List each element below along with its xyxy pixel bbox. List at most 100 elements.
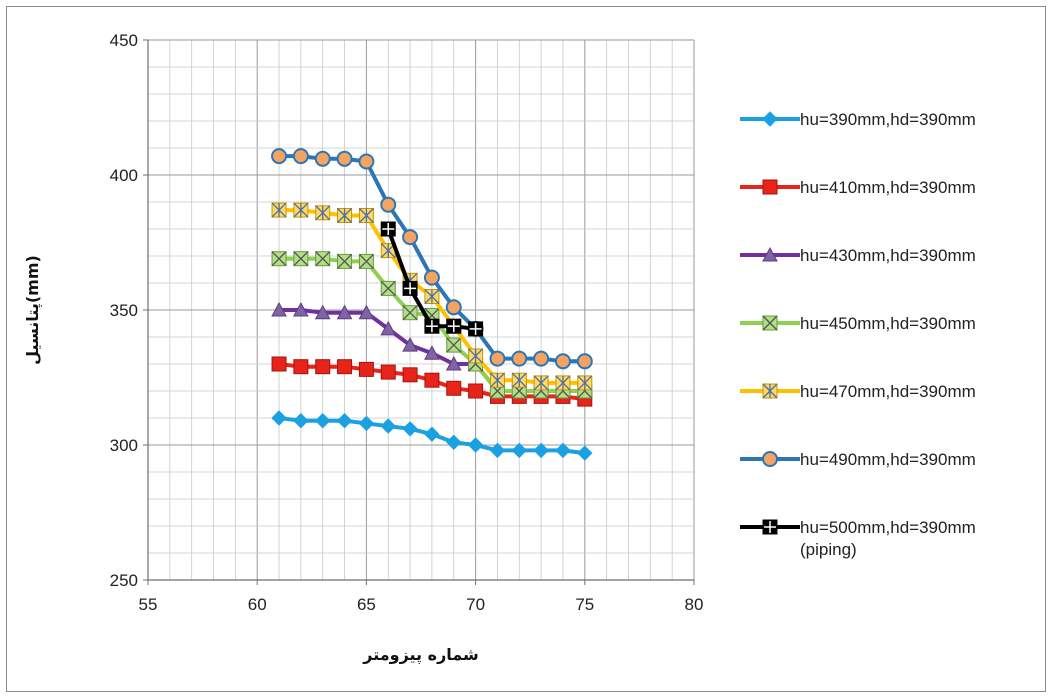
data-point bbox=[380, 364, 396, 380]
data-point bbox=[467, 437, 484, 453]
series-4 bbox=[271, 251, 593, 399]
series-layer bbox=[271, 148, 593, 461]
data-point bbox=[489, 442, 506, 459]
legend-label: hu=430mm,hd=390mm bbox=[800, 246, 976, 265]
x-tick-label: 70 bbox=[466, 595, 485, 614]
data-point bbox=[511, 442, 527, 459]
legend-item-2: hu=410mm,hd=390mm bbox=[740, 178, 976, 197]
data-point bbox=[445, 299, 462, 316]
data-point bbox=[446, 318, 462, 334]
y-tick-label: 450 bbox=[110, 31, 138, 50]
data-point bbox=[424, 289, 440, 304]
data-point bbox=[576, 353, 593, 370]
legend-label: (piping) bbox=[800, 540, 857, 559]
data-point bbox=[533, 442, 549, 459]
data-point bbox=[337, 208, 353, 223]
data-point bbox=[402, 367, 418, 383]
series-1 bbox=[271, 410, 593, 461]
data-point bbox=[293, 412, 309, 429]
data-point bbox=[424, 345, 440, 360]
data-point bbox=[402, 337, 418, 352]
x-tick-label: 65 bbox=[357, 595, 376, 614]
y-axis-title: پتانسیل(mm) bbox=[23, 255, 43, 365]
data-point bbox=[380, 221, 396, 237]
legend: hu=390mm,hd=390mm hu=410mm,hd=390mm hu=430… bbox=[740, 110, 976, 559]
data-point bbox=[271, 410, 287, 426]
data-point bbox=[468, 321, 484, 337]
data-point bbox=[380, 243, 396, 259]
data-point bbox=[555, 375, 571, 391]
data-point bbox=[533, 375, 549, 391]
legend-item-3: hu=430mm,hd=390mm bbox=[740, 246, 976, 265]
data-point bbox=[271, 202, 287, 218]
legend-marker bbox=[762, 315, 778, 331]
y-tick-label: 350 bbox=[110, 301, 138, 320]
data-point bbox=[554, 353, 571, 370]
data-point bbox=[468, 348, 484, 364]
data-point bbox=[489, 350, 506, 367]
data-point bbox=[314, 150, 331, 167]
data-point bbox=[380, 320, 397, 336]
data-point bbox=[293, 251, 309, 267]
data-point bbox=[293, 301, 309, 317]
legend-item-7: hu=500mm,hd=390mm (piping) bbox=[740, 518, 976, 559]
data-point bbox=[424, 426, 440, 442]
series-6 bbox=[271, 148, 593, 370]
data-point bbox=[446, 337, 462, 353]
legend-label: hu=500mm,hd=390mm bbox=[800, 518, 976, 537]
data-point bbox=[402, 280, 418, 296]
series-7 bbox=[380, 221, 484, 337]
x-axis-title: شماره پیزومتر bbox=[362, 645, 479, 665]
data-point bbox=[358, 208, 374, 223]
data-point bbox=[446, 380, 462, 396]
data-point bbox=[271, 356, 287, 372]
data-point bbox=[424, 318, 440, 334]
data-point bbox=[336, 412, 353, 429]
legend-label: hu=390mm,hd=390mm bbox=[800, 110, 976, 129]
data-point bbox=[380, 418, 396, 434]
data-point bbox=[315, 251, 331, 267]
data-point bbox=[358, 361, 374, 377]
data-point bbox=[489, 372, 505, 388]
data-point bbox=[293, 359, 309, 375]
legend-item-6: hu=490mm,hd=390mm bbox=[740, 450, 976, 469]
data-point bbox=[424, 372, 440, 388]
legend-marker bbox=[762, 179, 778, 195]
data-point bbox=[292, 148, 309, 165]
data-point bbox=[358, 415, 375, 432]
legend-marker bbox=[762, 383, 778, 399]
data-point bbox=[271, 251, 287, 267]
data-point bbox=[423, 269, 440, 286]
legend-item-4: hu=450mm,hd=390mm bbox=[740, 314, 976, 333]
data-point bbox=[358, 253, 374, 269]
data-point bbox=[468, 383, 484, 399]
data-point bbox=[445, 355, 462, 371]
data-point bbox=[315, 412, 331, 429]
data-point bbox=[555, 442, 571, 459]
plot-axes: 55 60 65 70 75 80 250 300 350 400 450 bbox=[110, 31, 704, 614]
chart-frame bbox=[6, 6, 1046, 692]
data-point bbox=[511, 372, 527, 388]
x-tick-label: 60 bbox=[248, 595, 267, 614]
data-point bbox=[271, 301, 287, 317]
data-point bbox=[577, 445, 593, 461]
data-point bbox=[271, 148, 288, 165]
x-tick-label: 75 bbox=[575, 595, 594, 614]
legend-label: hu=470mm,hd=390mm bbox=[800, 382, 976, 401]
data-point bbox=[533, 350, 550, 367]
legend-item-5: hu=470mm,hd=390mm bbox=[740, 382, 976, 401]
data-point bbox=[314, 304, 331, 320]
legend-marker bbox=[762, 519, 778, 535]
data-point bbox=[293, 202, 309, 218]
data-point bbox=[446, 434, 462, 451]
data-point bbox=[336, 304, 353, 320]
data-point bbox=[315, 205, 331, 221]
data-point bbox=[511, 350, 528, 367]
data-point bbox=[402, 421, 418, 437]
legend-label: hu=410mm,hd=390mm bbox=[800, 178, 976, 197]
data-point bbox=[358, 304, 375, 320]
legend-label: hu=450mm,hd=390mm bbox=[800, 314, 976, 333]
y-tick-label: 250 bbox=[110, 571, 138, 590]
data-point bbox=[402, 305, 418, 321]
